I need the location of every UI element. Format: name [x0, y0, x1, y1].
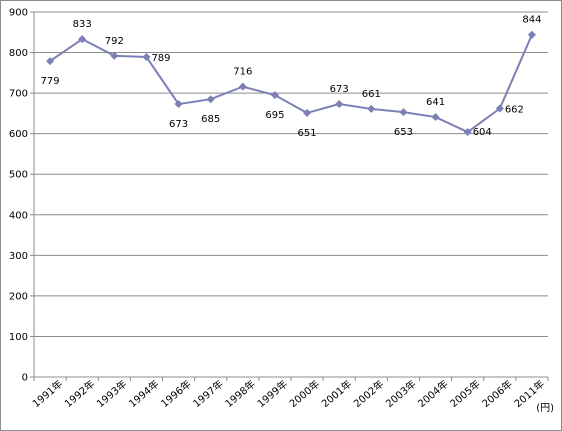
- data-label: 716: [233, 67, 252, 78]
- data-label: 673: [169, 119, 188, 130]
- data-point: [463, 128, 472, 137]
- x-tick-label: 2000年: [287, 377, 323, 410]
- y-tick-label: 0: [22, 373, 28, 384]
- x-tick-label: 2004年: [415, 377, 451, 410]
- data-point: [78, 35, 87, 44]
- x-tick-label: 1991年: [30, 377, 66, 410]
- x-tick-label: 2005年: [447, 377, 483, 410]
- gridlines: [34, 11, 548, 378]
- data-point: [206, 95, 215, 104]
- data-point: [399, 108, 408, 117]
- x-tick-label: 1997年: [190, 377, 226, 410]
- x-tick-label: 1994年: [126, 377, 162, 410]
- data-label: 661: [362, 89, 381, 100]
- y-tick-label: 600: [9, 129, 28, 140]
- y-tick-label: 300: [9, 251, 28, 262]
- unit-label: (円): [536, 403, 554, 414]
- y-tick-label: 700: [9, 89, 28, 100]
- x-tick-label: 2006年: [479, 377, 515, 410]
- y-tick-label: 800: [9, 48, 28, 59]
- labels: 779 833 792 789 673 685 716 695 651 673 661 653 641 6…: [41, 15, 542, 139]
- data-label: 685: [201, 114, 220, 125]
- y-tick-label: 100: [9, 332, 28, 343]
- x-tick-label: 2003年: [383, 377, 419, 410]
- data-point: [367, 104, 376, 113]
- data-point: [527, 30, 536, 39]
- data-point: [431, 113, 440, 122]
- data-label: 695: [265, 110, 284, 121]
- data-label: 792: [105, 36, 124, 47]
- data-point: [110, 51, 119, 60]
- data-point: [335, 100, 344, 109]
- x-tick-label: 1996年: [158, 377, 194, 410]
- x-tick-label: 1993年: [94, 377, 130, 410]
- data-point: [174, 100, 183, 109]
- data-label: 641: [426, 97, 445, 108]
- data-point: [303, 108, 312, 117]
- data-point: [238, 82, 247, 91]
- series-line: [49, 34, 533, 134]
- y-tick-label: 900: [9, 8, 28, 19]
- data-label: 662: [505, 105, 524, 116]
- data-point: [46, 57, 55, 66]
- data-point: [270, 91, 279, 100]
- y-tick-label: 400: [9, 210, 28, 221]
- x-tick-label: 1998年: [222, 377, 258, 410]
- data-label: 673: [330, 84, 349, 95]
- data-label: 779: [41, 76, 60, 87]
- data-label: 653: [394, 127, 413, 138]
- y-tick-label: 200: [9, 291, 28, 302]
- data-label: 844: [522, 15, 541, 26]
- y-tick-label: 500: [9, 170, 28, 181]
- data-label: 651: [298, 128, 317, 139]
- x-tick-label: 1999年: [254, 377, 290, 410]
- x-tick-label: 2001年: [319, 377, 355, 410]
- data-label: 789: [151, 53, 170, 64]
- x-tick-label: 2002年: [351, 377, 387, 410]
- data-label: 604: [473, 127, 492, 138]
- data-label: 833: [73, 19, 92, 30]
- data-point: [142, 53, 151, 62]
- axes: 01002003004005006007008009001991年1992年19…: [9, 8, 549, 410]
- series: [46, 30, 536, 137]
- data-point: [495, 104, 504, 113]
- x-tick-label: 1992年: [62, 377, 98, 410]
